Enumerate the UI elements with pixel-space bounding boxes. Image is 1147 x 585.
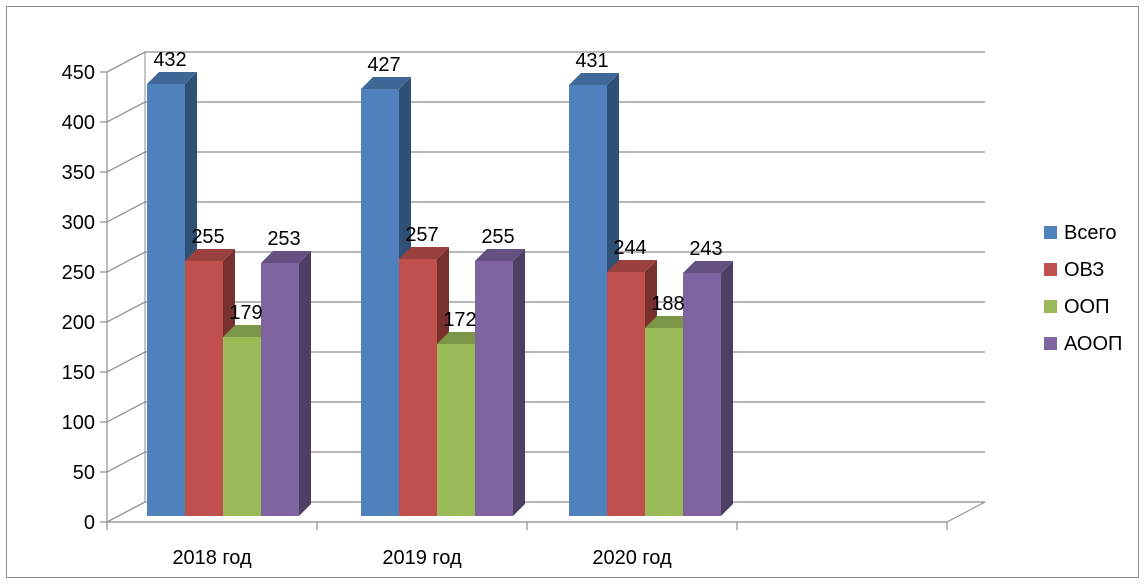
bar-top — [399, 247, 449, 259]
legend-label: ОВЗ — [1064, 259, 1104, 281]
bar-front — [569, 85, 607, 516]
bar-top — [475, 249, 525, 261]
gridline — [106, 151, 985, 173]
legend-label: ООП — [1064, 296, 1110, 318]
data-label: 172 — [443, 309, 476, 331]
bar — [475, 249, 525, 516]
legend: Всего ОВЗ ООП АООП — [1044, 222, 1122, 355]
gridline — [106, 201, 985, 223]
bar-side — [299, 251, 311, 516]
bar-front — [607, 272, 645, 516]
bar — [261, 251, 311, 516]
bar-top — [261, 251, 311, 263]
bar-top — [437, 332, 487, 344]
x-category-label: 2019 год — [382, 547, 462, 569]
x-category-label: 2020 год — [592, 547, 672, 569]
data-label: 244 — [613, 237, 646, 259]
bar-top — [223, 325, 273, 337]
bar — [147, 72, 197, 516]
bars — [147, 72, 733, 516]
bar-top — [185, 249, 235, 261]
y-tick-label: 350 — [62, 162, 95, 184]
bar-top — [361, 77, 411, 89]
data-label: 255 — [191, 226, 224, 248]
bar-front — [261, 263, 299, 516]
legend-swatch — [1044, 263, 1057, 276]
bar-side — [513, 249, 525, 516]
data-label: 253 — [267, 228, 300, 250]
bar-top — [147, 72, 197, 84]
x-axis: 2018 год 2019 год 2020 год — [106, 521, 948, 569]
bar-front — [437, 344, 475, 516]
data-label: 243 — [689, 238, 722, 260]
data-labels: 432 427 431 255 257 244 179 172 188 253 255 243 — [153, 49, 722, 331]
legend-swatch — [1044, 300, 1057, 313]
bar-side — [721, 261, 733, 516]
y-tick-label: 0 — [84, 512, 95, 534]
bar-front — [475, 261, 513, 516]
legend-swatch — [1044, 226, 1057, 239]
data-label: 257 — [405, 224, 438, 246]
data-label: 188 — [651, 293, 684, 315]
y-tick-label: 200 — [62, 312, 95, 334]
y-tick-label: 300 — [62, 212, 95, 234]
data-label: 432 — [153, 49, 186, 71]
bar-top — [645, 316, 695, 328]
bar-front — [399, 259, 437, 516]
gridline — [106, 51, 985, 73]
y-tick-label: 150 — [62, 362, 95, 384]
bar-front — [147, 84, 185, 516]
bar-top — [607, 260, 657, 272]
bar-top — [683, 261, 733, 273]
bar-front — [223, 337, 261, 516]
legend-label: Всего — [1064, 222, 1116, 244]
legend-label: АООП — [1064, 333, 1122, 355]
legend-swatch — [1044, 337, 1057, 350]
y-tick-label: 50 — [73, 462, 95, 484]
bar-front — [683, 273, 721, 516]
y-tick-label: 400 — [62, 112, 95, 134]
bar-front — [185, 261, 223, 516]
gridline — [106, 251, 985, 273]
x-category-label: 2018 год — [172, 547, 252, 569]
data-label: 427 — [367, 54, 400, 76]
data-label: 431 — [575, 50, 608, 72]
y-axis: 0 50 100 150 200 250 300 350 400 450 — [62, 62, 108, 534]
data-label: 179 — [229, 302, 262, 324]
bar-front — [645, 328, 683, 516]
gridline — [106, 101, 985, 123]
y-tick-label: 250 — [62, 262, 95, 284]
bar-top — [569, 73, 619, 85]
data-label: 255 — [481, 226, 514, 248]
y-tick-label: 100 — [62, 412, 95, 434]
y-tick-label: 450 — [62, 62, 95, 84]
bar-front — [361, 89, 399, 516]
bar — [683, 261, 733, 516]
